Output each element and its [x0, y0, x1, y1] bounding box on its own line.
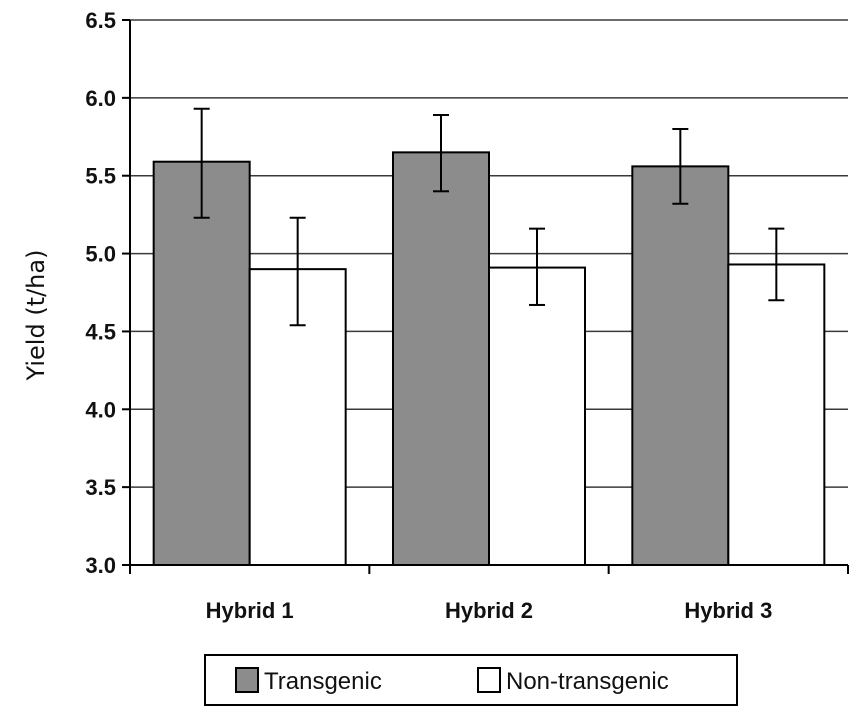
y-tick-label: 4.0: [85, 397, 116, 422]
bar: [631, 165, 730, 566]
y-axis-label: Yield (t/ha): [22, 250, 50, 382]
legend-frame: [204, 654, 738, 706]
legend-label-non-transgenic: Non-transgenic: [506, 668, 669, 695]
error-bars: [193, 107, 785, 327]
x-category-label: Hybrid 1: [206, 598, 294, 623]
y-tick-label: 6.0: [85, 86, 116, 111]
y-tick-label: 5.0: [85, 242, 116, 267]
legend-swatch-non-transgenic: [477, 667, 501, 693]
legend: Transgenic Non-transgenic: [204, 654, 738, 706]
bars: [152, 151, 826, 566]
y-tick-label: 4.5: [85, 319, 116, 344]
y-tick-label: 6.5: [85, 8, 116, 33]
legend-swatch-transgenic: [235, 667, 259, 693]
y-tick-label: 3.5: [85, 475, 116, 500]
x-category-label: Hybrid 3: [684, 598, 772, 623]
x-category-label: Hybrid 2: [445, 598, 533, 623]
axes: [122, 19, 849, 574]
y-tick-labels: 3.0 3.5 4.0 4.5 5.0 5.5 6.0 6.5: [85, 8, 116, 578]
bar: [727, 263, 826, 566]
y-tick-label: 3.0: [85, 553, 116, 578]
bar: [488, 266, 586, 566]
y-tick-label: 5.5: [85, 164, 116, 189]
legend-label-transgenic: Transgenic: [264, 668, 382, 695]
bar: [392, 151, 490, 566]
x-category-labels: Hybrid 1 Hybrid 2 Hybrid 3: [206, 598, 773, 623]
bar: [152, 160, 251, 566]
